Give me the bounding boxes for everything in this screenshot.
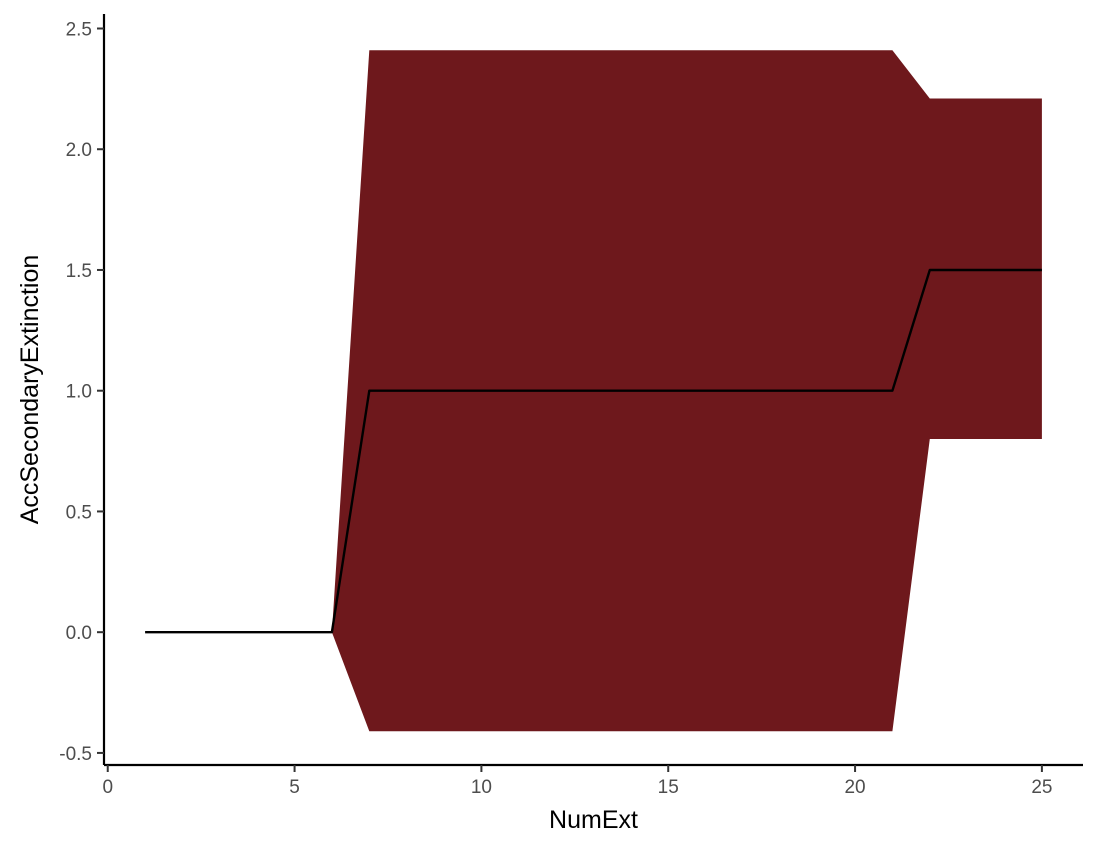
y-tick-label: 0.5 (66, 502, 92, 523)
x-tick-label: 15 (658, 777, 679, 798)
y-tick-label: 1.0 (66, 382, 92, 403)
x-tick-label: 5 (289, 777, 300, 798)
y-tick-label: 0.0 (66, 623, 92, 644)
x-tick-label: 0 (102, 777, 113, 798)
x-tick-label: 20 (844, 777, 865, 798)
x-tick-label: 10 (471, 777, 492, 798)
y-tick-label: 1.5 (66, 261, 92, 282)
mean-line-layer (145, 268, 1042, 634)
y-tick-label: 2.5 (66, 19, 92, 40)
y-axis-ticks: -0.5 0.0 0.5 1.0 1.5 2.0 2.5 (59, 19, 104, 765)
y-axis-title: AccSecondaryExtinction (16, 255, 44, 525)
x-axis-title: NumExt (549, 806, 638, 834)
mean-line (145, 268, 1042, 634)
x-axis-ticks: 0 5 10 15 20 25 (102, 765, 1052, 798)
y-tick-label: 2.0 (66, 140, 92, 161)
x-tick-label: 25 (1031, 777, 1052, 798)
y-tick-label: -0.5 (59, 744, 92, 765)
